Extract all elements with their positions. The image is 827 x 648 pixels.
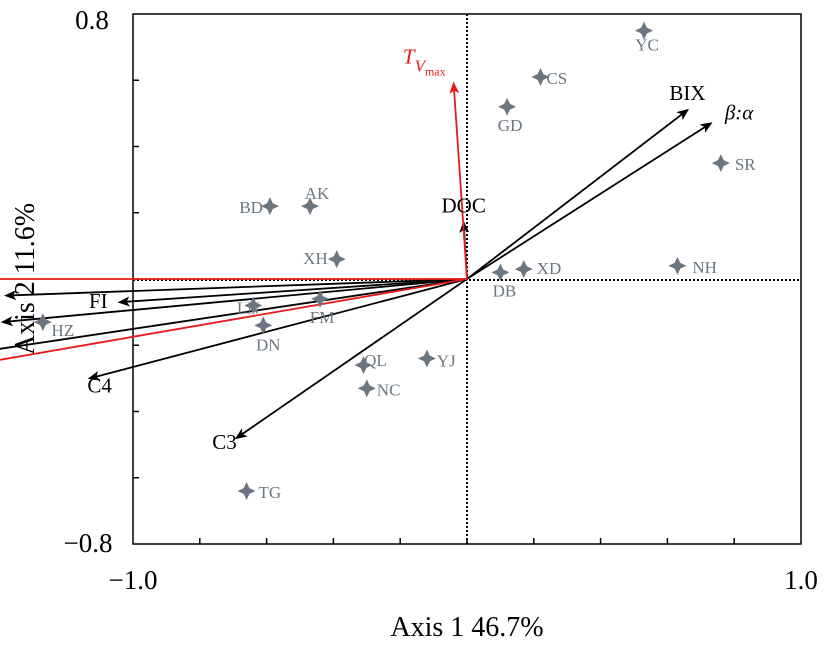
sites-layer [33,21,730,500]
x-tick-label-right: 1.0 [784,565,818,595]
site-label: DN [256,335,281,354]
response-vector [449,81,468,280]
explanatory-vector [0,278,468,350]
site-marker [244,296,263,315]
site-label: SR [735,155,756,174]
site-marker [33,313,52,332]
explanatory-vector-label: β:α [724,100,754,124]
site-marker [357,379,376,398]
site-label: AK [305,184,330,203]
site-marker [301,197,320,216]
site-label: CS [546,69,567,88]
x-tick-label-left: −1.0 [109,565,158,595]
y-tick-label-bottom: −0.8 [64,528,113,558]
y-tick-label-top: 0.8 [75,5,109,35]
site-label: YC [635,36,659,55]
explanatory-vector-label: FI [89,289,108,313]
axis-ticks [133,79,735,544]
explanatory-vector [466,122,713,280]
response-vector [0,278,468,361]
site-label: XD [537,259,562,278]
explanatory-vector [4,278,468,301]
explanatory-vector [466,108,690,280]
site-marker [711,154,730,173]
site-label: QL [364,351,387,370]
site-label: LN [237,299,260,318]
site-marker [354,356,373,375]
explanatory-vector [117,278,468,307]
explanatory-vector-label: BIX [669,81,705,105]
explanatory-vector [0,278,468,327]
site-marker [514,260,533,279]
site-marker [327,250,346,269]
site-marker [311,289,330,308]
site-label: FM [310,308,335,327]
response-vector-label: TVmax [403,45,446,79]
site-label: GD [498,116,523,135]
site-label: XH [303,249,328,268]
labels-layer: BIXβ:αDOCC1FIHIXC2C4C3TVmaxαVmaxYCCSGDSR… [51,36,756,502]
site-marker [491,263,510,282]
site-marker [260,197,279,216]
explanatory-vector-label: C4 [87,373,112,397]
x-axis-title: Axis 1 46.7% [390,612,543,643]
site-label: NH [692,258,717,277]
site-marker [531,67,550,86]
site-label: NC [377,380,401,399]
vectors-layer [0,81,713,440]
site-marker [498,97,517,116]
site-label: DB [493,281,517,300]
site-label: HZ [51,321,74,340]
site-marker [254,316,273,335]
explanatory-vector [87,278,468,381]
site-marker [668,256,687,275]
site-marker [417,349,436,368]
explanatory-vector-label: C3 [212,430,237,454]
site-label: BD [239,198,263,217]
site-label: TG [259,483,282,502]
explanatory-vector [234,278,468,440]
site-label: YJ [437,352,456,371]
explanatory-vector-label: DOC [441,194,485,218]
site-marker [635,21,654,40]
site-marker [237,482,256,500]
